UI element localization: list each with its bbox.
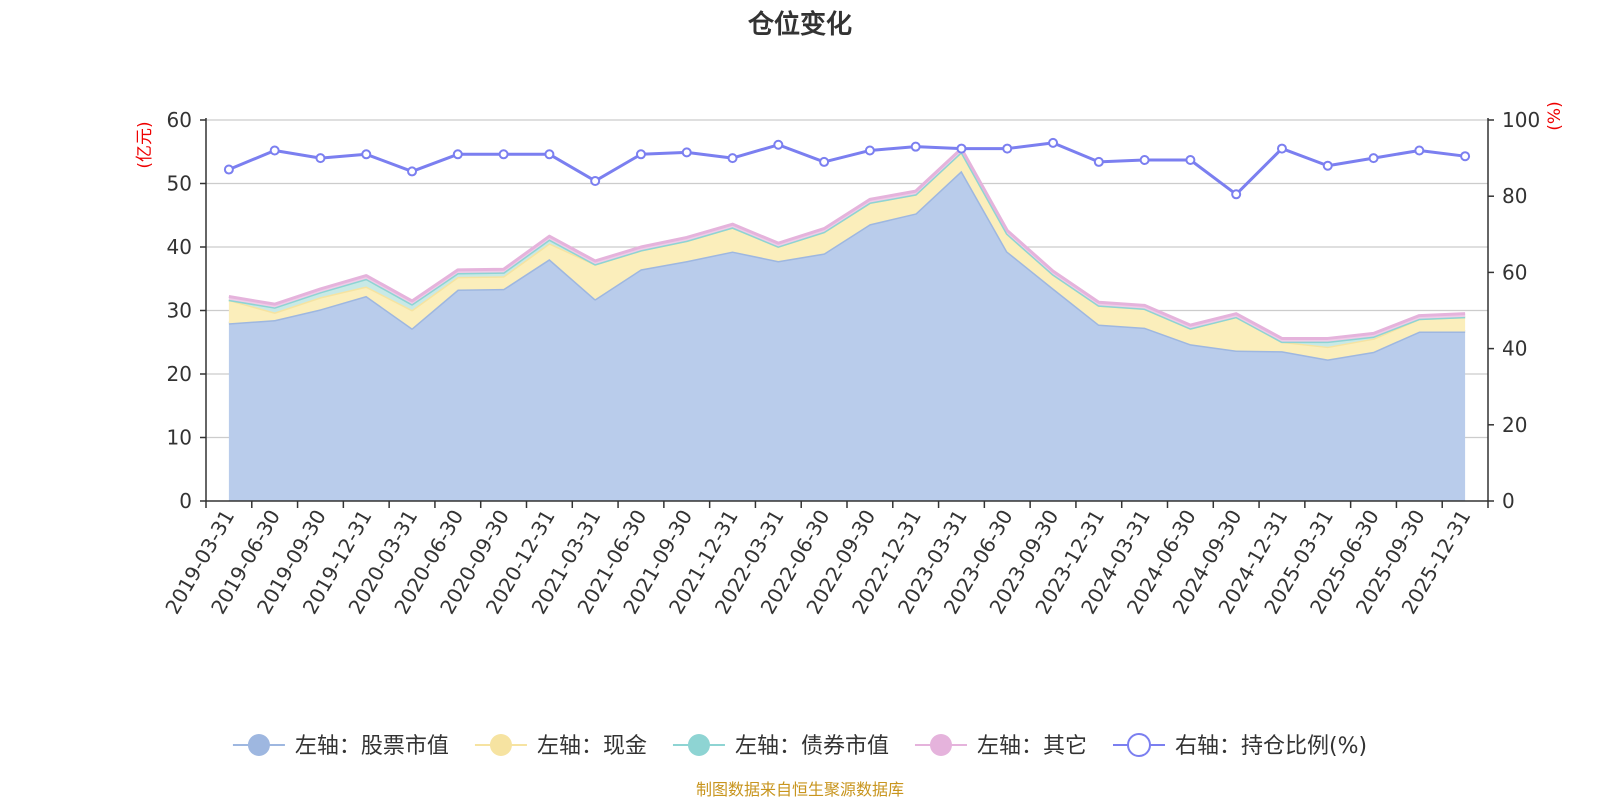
ratio-point	[635, 149, 646, 160]
ratio-point	[590, 175, 601, 186]
left-axis-tick-label: 40	[167, 235, 192, 259]
right-axis-tick-label: 20	[1502, 413, 1527, 437]
area-series-1	[228, 170, 1466, 502]
legend-label: 左轴：债券市值	[735, 734, 889, 759]
legend-symbol-marker	[929, 734, 952, 756]
left-axis-tick-label: 50	[167, 172, 192, 196]
ratio-point	[1460, 151, 1471, 162]
legend-item-2: 左轴：现金	[474, 734, 647, 759]
legend-label: 左轴：其它	[977, 734, 1087, 759]
ratio-point	[727, 153, 738, 164]
ratio-point	[452, 149, 463, 160]
area-line-series-4	[228, 147, 1466, 340]
left-axis-tick-label: 30	[167, 299, 192, 323]
left-axis-tick-label: 60	[167, 108, 192, 132]
ratio-point	[315, 153, 326, 164]
chart-title: 仓位变化	[747, 9, 852, 40]
legend-item-3: 左轴：债券市值	[672, 734, 889, 759]
ratio-point	[1276, 143, 1287, 154]
left-axis-tick-label: 10	[167, 426, 192, 450]
ratio-point	[1139, 155, 1150, 166]
right-axis-tick-label: 100	[1502, 108, 1540, 132]
right-axis-tick-label: 40	[1502, 337, 1527, 361]
ratio-point	[1231, 189, 1242, 200]
ratio-point	[269, 145, 280, 156]
ratio-line	[223, 137, 1471, 200]
ratio-point	[956, 143, 967, 154]
ratio-line-path	[228, 141, 1466, 196]
ratio-point	[1002, 143, 1013, 154]
ratio-point	[910, 141, 921, 152]
legend-symbol-marker	[1126, 733, 1151, 757]
ratio-point	[819, 156, 830, 167]
ratio-point	[1048, 137, 1059, 148]
legend-symbol-marker	[489, 734, 512, 756]
ratio-point	[1322, 160, 1333, 171]
legend-label: 左轴：股票市值	[295, 734, 449, 759]
source-note: 制图数据来自恒生聚源数据库	[696, 780, 904, 799]
right-axis-unit: (%)	[1545, 101, 1565, 130]
right-axis-tick-label: 0	[1502, 489, 1515, 513]
right-axis-tick-label: 60	[1502, 260, 1527, 284]
legend-item-1: 左轴：股票市值	[232, 734, 449, 759]
ratio-point	[1368, 153, 1379, 164]
left-axis-tick-label: 0	[179, 489, 192, 513]
ratio-point	[681, 147, 692, 158]
ratio-point	[1185, 155, 1196, 166]
left-axis-unit: (亿元)	[135, 121, 155, 168]
legend: 左轴：股票市值 左轴：现金 左轴：债券市值 左轴：其它 右轴：持仓比例(%)	[232, 733, 1367, 759]
left-axis-tick-label: 20	[167, 362, 192, 386]
ratio-point	[498, 149, 509, 160]
ratio-point	[864, 145, 875, 156]
legend-symbol-marker	[687, 734, 710, 756]
ratio-point	[361, 149, 372, 160]
stacked-areas	[228, 147, 1466, 502]
ratio-point	[773, 139, 784, 150]
ratio-point	[407, 166, 418, 177]
ratio-point	[1414, 145, 1425, 156]
right-axis-tick-label: 80	[1502, 184, 1527, 208]
legend-symbol-marker	[247, 734, 270, 756]
legend-item-4: 左轴：其它	[914, 734, 1087, 759]
ratio-point	[223, 164, 234, 175]
ratio-point	[1093, 156, 1104, 167]
legend-label: 左轴：现金	[537, 734, 647, 759]
legend-label: 右轴：持仓比例(%)	[1175, 734, 1367, 759]
ratio-point	[544, 149, 555, 160]
legend-item-5: 右轴：持仓比例(%)	[1112, 733, 1367, 759]
